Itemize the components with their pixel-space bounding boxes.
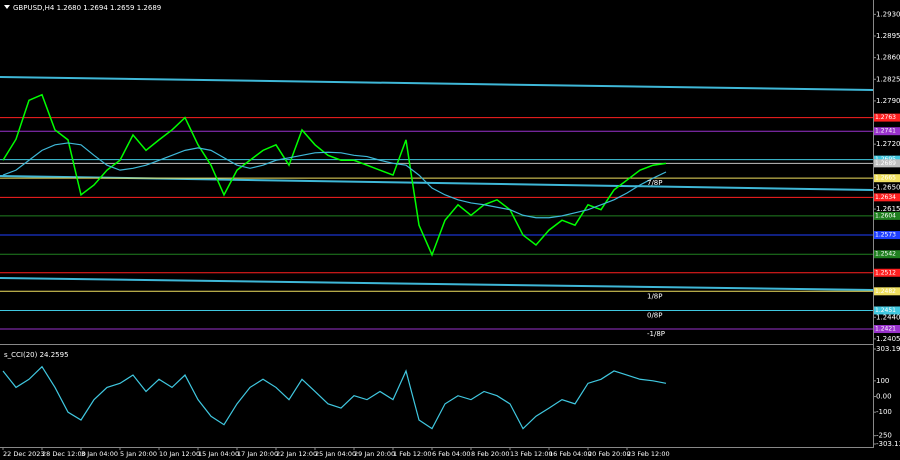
level-annotation: 7/8P xyxy=(647,179,663,187)
price-tag xyxy=(874,231,900,240)
trend-channel-bottom xyxy=(0,277,874,291)
price-tag xyxy=(874,174,900,183)
y-tick-label: -100 xyxy=(876,408,892,416)
y-tick-label: 1.2895 xyxy=(876,32,900,40)
y-tick-label: -303.1313 xyxy=(876,440,900,448)
x-tick-label: 1 Feb 12:00 xyxy=(393,450,432,458)
y-tick-label: 1.2720 xyxy=(876,140,900,148)
price-tag-label: 1.2634 xyxy=(875,194,896,201)
price-tag-label: 1.2451 xyxy=(875,307,896,314)
price-tag-label: 1.2741 xyxy=(875,128,896,135)
x-tick-label: 8 Feb 20:00 xyxy=(471,450,510,458)
x-tick-label: 25 Jan 04:00 xyxy=(315,450,356,458)
series-line xyxy=(2,142,667,219)
y-tick-label: 1.2440 xyxy=(876,313,900,321)
price-tag-label: 1.2689 xyxy=(875,160,896,167)
x-tick-label: 22 Jan 12:00 xyxy=(276,450,317,458)
y-tick-label: 100 xyxy=(876,377,889,385)
series-line xyxy=(2,93,667,257)
y-tick-label: 1.2930 xyxy=(876,10,900,18)
price-tag-label: 1.2421 xyxy=(875,326,896,333)
x-tick-label: 23 Feb 12:00 xyxy=(627,450,670,458)
price-tag xyxy=(874,127,900,136)
y-tick-label: 1.2860 xyxy=(876,54,900,62)
x-tick-label: 29 Jan 20:00 xyxy=(354,450,395,458)
price-tag-label: 1.2573 xyxy=(875,232,896,239)
price-tag-label: 1.2512 xyxy=(875,269,896,276)
x-tick-label: 28 Dec 12:00 xyxy=(42,450,86,458)
x-tick-label: 3 Jan 04:00 xyxy=(81,450,118,458)
price-tag-label: 1.2665 xyxy=(875,175,896,182)
y-tick-label: 0.00 xyxy=(876,393,892,401)
y-tick-label: -250 xyxy=(876,432,892,440)
y-tick-label: 1.2825 xyxy=(876,75,900,83)
price-tag xyxy=(874,193,900,202)
price-tag xyxy=(874,306,900,315)
price-tag-label: 1.2604 xyxy=(875,212,896,219)
level-annotation: 0/8P xyxy=(647,311,663,319)
x-tick-label: 16 Feb 04:00 xyxy=(549,450,592,458)
price-tag-label: 1.2763 xyxy=(875,114,896,121)
level-annotation: -1/8P xyxy=(647,330,665,338)
trend-channel-top xyxy=(0,76,874,91)
price-tag xyxy=(874,211,900,220)
y-tick-label: 1.2615 xyxy=(876,205,900,213)
chart-title: s_CCI(20) 24.2595 xyxy=(4,351,69,359)
x-tick-label: 17 Jan 20:00 xyxy=(237,450,278,458)
y-tick-label: 1.2790 xyxy=(876,97,900,105)
series-line xyxy=(2,365,667,430)
y-tick-label: 1.2405 xyxy=(876,335,900,343)
price-tag xyxy=(874,325,900,334)
x-tick-label: 22 Dec 2023 xyxy=(3,450,45,458)
x-tick-label: 6 Feb 04:00 xyxy=(432,450,471,458)
price-tag xyxy=(874,250,900,259)
x-tick-label: 20 Feb 20:00 xyxy=(588,450,631,458)
price-tag-label: 1.2542 xyxy=(875,251,896,258)
price-tag xyxy=(874,287,900,296)
x-tick-label: 15 Jan 04:00 xyxy=(198,450,239,458)
y-tick-label: 303.1913 xyxy=(876,345,900,353)
chart-title: GBPUSD,H4 1.2680 1.2694 1.2659 1.2689 xyxy=(13,4,161,12)
price-tag-label: 1.2482 xyxy=(875,288,896,295)
price-tag xyxy=(874,159,900,168)
x-tick-label: 5 Jan 20:00 xyxy=(120,450,157,458)
symbol-icon xyxy=(4,5,10,9)
y-tick-label: 1.2650 xyxy=(876,183,900,191)
x-tick-label: 13 Feb 12:00 xyxy=(510,450,553,458)
price-tag xyxy=(874,268,900,277)
level-annotation: 1/8P xyxy=(647,292,663,300)
x-tick-label: 10 Jan 12:00 xyxy=(159,450,200,458)
price-tag xyxy=(874,113,900,122)
